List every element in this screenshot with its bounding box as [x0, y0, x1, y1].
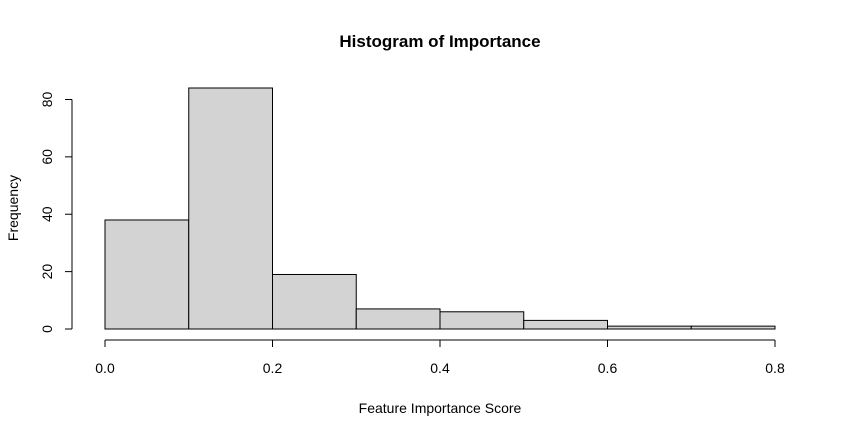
y-axis-label: Frequency [5, 175, 21, 241]
x-tick-label: 0.0 [95, 360, 115, 376]
histogram-bar [272, 273, 357, 330]
y-axis: 0 20 40 60 80 [39, 91, 73, 333]
chart-title: Histogram of Importance [339, 32, 540, 51]
y-tick-label: 0 [39, 325, 55, 333]
y-tick-label: 80 [39, 91, 55, 107]
histogram-bar [104, 219, 190, 330]
histogram-bar [355, 308, 441, 330]
histogram-bar [523, 319, 608, 330]
histogram-bar [439, 311, 525, 330]
x-tick-label: 0.2 [263, 360, 283, 376]
x-tick-label: 0.4 [430, 360, 450, 376]
x-tick-label: 0.8 [765, 360, 785, 376]
histogram-bar [607, 325, 692, 330]
y-tick-label: 20 [39, 264, 55, 280]
histogram-bar [690, 325, 776, 330]
x-axis-label: Feature Importance Score [359, 400, 522, 416]
bars-group [104, 87, 776, 330]
x-tick-label: 0.6 [598, 360, 618, 376]
histogram-bar [188, 87, 273, 330]
y-tick-label: 40 [39, 206, 55, 222]
y-tick-label: 60 [39, 149, 55, 165]
x-axis: 0.0 0.2 0.4 0.6 0.8 [95, 339, 785, 376]
